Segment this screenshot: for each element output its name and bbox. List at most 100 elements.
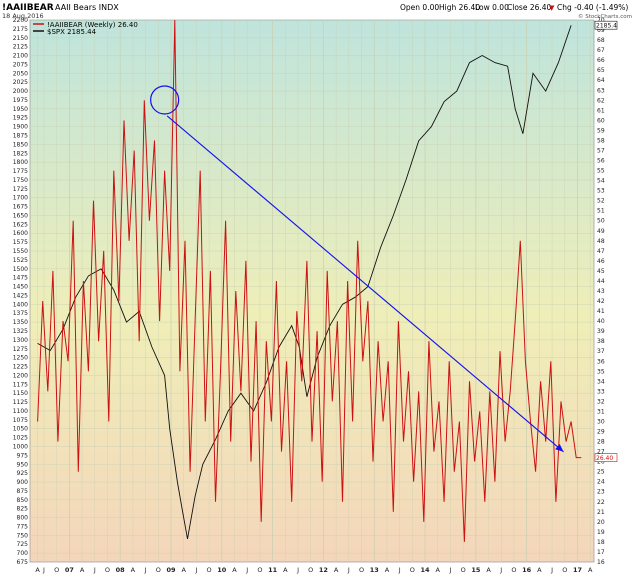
- left-axis-tick-label: 750: [17, 532, 29, 539]
- left-axis-tick-label: 1475: [13, 275, 28, 282]
- left-axis-tick-label: 1900: [13, 124, 28, 131]
- right-axis-tick-label: 34: [597, 378, 605, 385]
- x-axis-tick-label: A: [486, 566, 491, 574]
- x-axis-tick-label: A: [436, 566, 441, 574]
- right-axis-tick-label: 21: [597, 509, 605, 516]
- x-axis-tick-label: A: [131, 566, 136, 574]
- header-low: Low 0.00: [475, 3, 509, 12]
- right-axis-tick-label: 62: [597, 97, 605, 104]
- x-axis-tick-label: 08: [116, 566, 126, 574]
- header-credit: © StockCharts.com: [578, 13, 632, 20]
- header-name: AAII Bears INDX: [55, 3, 119, 12]
- right-axis-tick-label: 32: [597, 398, 605, 405]
- right-axis-tick-label: 44: [597, 278, 605, 285]
- right-axis-tick-label: 45: [597, 268, 605, 275]
- left-axis-tick-label: 1975: [13, 97, 28, 104]
- x-axis-tick-label: 17: [573, 566, 582, 574]
- right-axis-tick-label: 54: [597, 178, 605, 185]
- left-axis-tick-label: 2050: [13, 70, 28, 77]
- x-axis-tick-label: 13: [370, 566, 379, 574]
- x-axis: A J O 07 A J O 08 A J O 09 A J O 10 A J O 11 A J O 12 A J O 13 A J O 14…: [35, 566, 593, 574]
- right-axis-tick-label: 26: [597, 459, 605, 466]
- x-axis-tick-label: 07: [65, 566, 74, 574]
- left-axis-tick-label: 900: [17, 479, 29, 486]
- right-axis-tick-label: 35: [597, 368, 605, 375]
- right-axis-tick-label: 16: [597, 559, 605, 566]
- left-axis-tick-label: 1750: [13, 177, 28, 184]
- header-close: Close 26.40: [507, 3, 552, 12]
- right-axis-tick-label: 42: [597, 298, 605, 305]
- right-axis-tick-label: 53: [597, 188, 605, 195]
- right-axis-tick-label: 60: [597, 117, 605, 124]
- left-axis-tick-label: 850: [17, 497, 29, 504]
- last-value-badges: 2185.4 26.40: [594, 20, 618, 462]
- right-axis-tick-label: 31: [597, 408, 605, 415]
- right-axis-tick-label: 52: [597, 198, 605, 205]
- right-axis-tick-label: 19: [597, 529, 605, 536]
- left-axis-tick-label: 700: [17, 550, 29, 557]
- right-axis-tick-label: 18: [597, 539, 605, 546]
- left-axis-tick-label: 1100: [13, 408, 28, 415]
- left-axis-tick-label: 875: [17, 488, 29, 495]
- right-axis-tick-label: 55: [597, 168, 605, 175]
- x-axis-tick-label: O: [461, 566, 466, 574]
- left-axis-tick-label: 800: [17, 515, 29, 522]
- left-axis-tick-label: 1800: [13, 159, 28, 166]
- last-value-badge-label: 2185.4: [596, 23, 617, 30]
- left-axis-tick-label: 1225: [13, 364, 28, 371]
- x-axis-tick-label: J: [245, 566, 248, 574]
- right-axis-tick-label: 38: [597, 338, 605, 345]
- x-axis-tick-label: A: [588, 566, 593, 574]
- x-axis-tick-label: O: [562, 566, 567, 574]
- header-high: High 26.40: [439, 3, 480, 12]
- right-axis-tick-label: 50: [597, 218, 605, 225]
- x-axis-tick-label: O: [207, 566, 212, 574]
- left-axis-tick-label: 1675: [13, 204, 28, 211]
- left-axis-tick-label: 825: [17, 506, 29, 513]
- x-axis-tick-label: J: [448, 566, 451, 574]
- grid-layer: [30, 19, 594, 562]
- left-axis-tick-label: 1625: [13, 221, 28, 228]
- last-value-badge-label: 26.40: [596, 455, 613, 462]
- left-axis-tick-label: 1650: [13, 212, 28, 219]
- left-axis-tick-label: 1200: [13, 372, 28, 379]
- right-axis-tick-label: 24: [597, 479, 605, 486]
- x-axis-tick-label: O: [156, 566, 161, 574]
- x-axis-tick-label: A: [181, 566, 186, 574]
- x-axis-tick-label: J: [398, 566, 401, 574]
- right-axis-tick-label: 66: [597, 57, 605, 64]
- right-axis-tick-label: 63: [597, 87, 605, 94]
- right-axis-tick-label: 64: [597, 77, 605, 84]
- left-axis-tick-label: 950: [17, 461, 29, 468]
- x-axis-tick-label: J: [550, 566, 553, 574]
- x-axis-tick-label: A: [537, 566, 542, 574]
- header-chg: Chg -0.40 (-1.49%): [557, 3, 628, 12]
- left-axis-tick-label: 1350: [13, 319, 28, 326]
- x-axis-tick-label: O: [410, 566, 415, 574]
- right-axis-tick-label: 67: [597, 47, 605, 54]
- left-axis-tick-label: 2100: [13, 53, 28, 60]
- left-axis-tick-label: 1250: [13, 355, 28, 362]
- left-axis-tick-label: 1025: [13, 435, 28, 442]
- plot-background: [29, 19, 595, 563]
- right-axis-tick-label: 56: [597, 158, 605, 165]
- x-axis-tick-label: O: [511, 566, 516, 574]
- left-axis-tick-label: 1925: [13, 115, 28, 122]
- left-axis-tick-label: 1950: [13, 106, 28, 113]
- left-axis-tick-label: 2125: [13, 44, 28, 51]
- right-axis-tick-label: 36: [597, 358, 605, 365]
- right-axis-tick-label: 59: [597, 127, 605, 134]
- x-axis-tick-label: 16: [522, 566, 532, 574]
- right-axis-tick-label: 41: [597, 308, 605, 315]
- left-axis-tick-label: 2025: [13, 79, 28, 86]
- last-value-badge: [594, 20, 618, 30]
- highlight-circle-annotation: [150, 85, 180, 115]
- right-axis-tick-label: 48: [597, 238, 605, 245]
- right-axis-tick-label: 47: [597, 248, 605, 255]
- x-axis-tick-label: O: [54, 566, 59, 574]
- right-axis-tick-label: 70: [597, 17, 605, 24]
- right-axis-tick-label: 33: [597, 388, 605, 395]
- right-axis-tick-label: 30: [597, 418, 605, 425]
- x-axis-tick-label: O: [308, 566, 313, 574]
- x-axis-tick-label: J: [144, 566, 147, 574]
